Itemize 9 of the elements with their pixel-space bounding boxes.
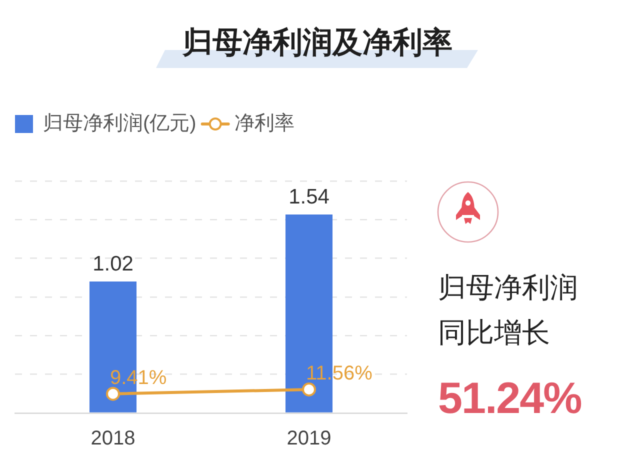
- data-label: 1.54: [288, 186, 330, 209]
- data-label: 1.02: [92, 252, 134, 276]
- text: 归母净利润同比增长: [438, 271, 579, 350]
- legend-label: 归母净利润(亿元): [43, 112, 196, 135]
- text: 51.24%: [438, 374, 582, 424]
- legend-label: 净利率: [234, 112, 294, 135]
- x-tick-label: 2019: [286, 428, 332, 450]
- chart-title: 归母净利润及净利率: [182, 25, 452, 60]
- x-tick-label: 2018: [90, 428, 136, 450]
